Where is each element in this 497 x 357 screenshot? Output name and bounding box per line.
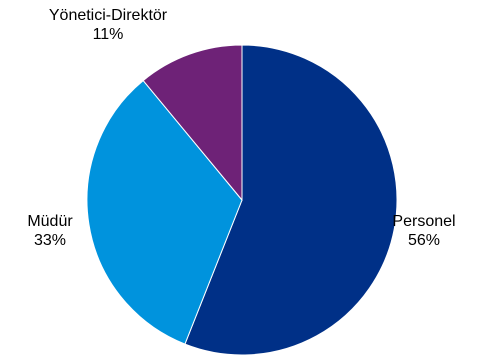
pie-slice-y-netici-direkt-r (142, 44, 243, 202)
pie-slice-m-d-r (86, 79, 243, 345)
slice-percent: 33% (33, 232, 67, 249)
slice-label-mudur: Müdür 33% (27, 212, 72, 250)
slice-name: Personel (392, 213, 456, 230)
pie-slices (86, 44, 398, 356)
pie-slice-personel (184, 44, 398, 356)
slice-name: Müdür (27, 213, 73, 230)
slice-percent: 56% (407, 232, 441, 249)
slice-label-yonetici-direktor: Yönetici-Direktör 11% (49, 6, 167, 44)
slice-name: Yönetici-Direktör (48, 7, 168, 24)
slice-percent: 11% (92, 26, 124, 43)
slice-label-personel: Personel 56% (392, 212, 455, 250)
